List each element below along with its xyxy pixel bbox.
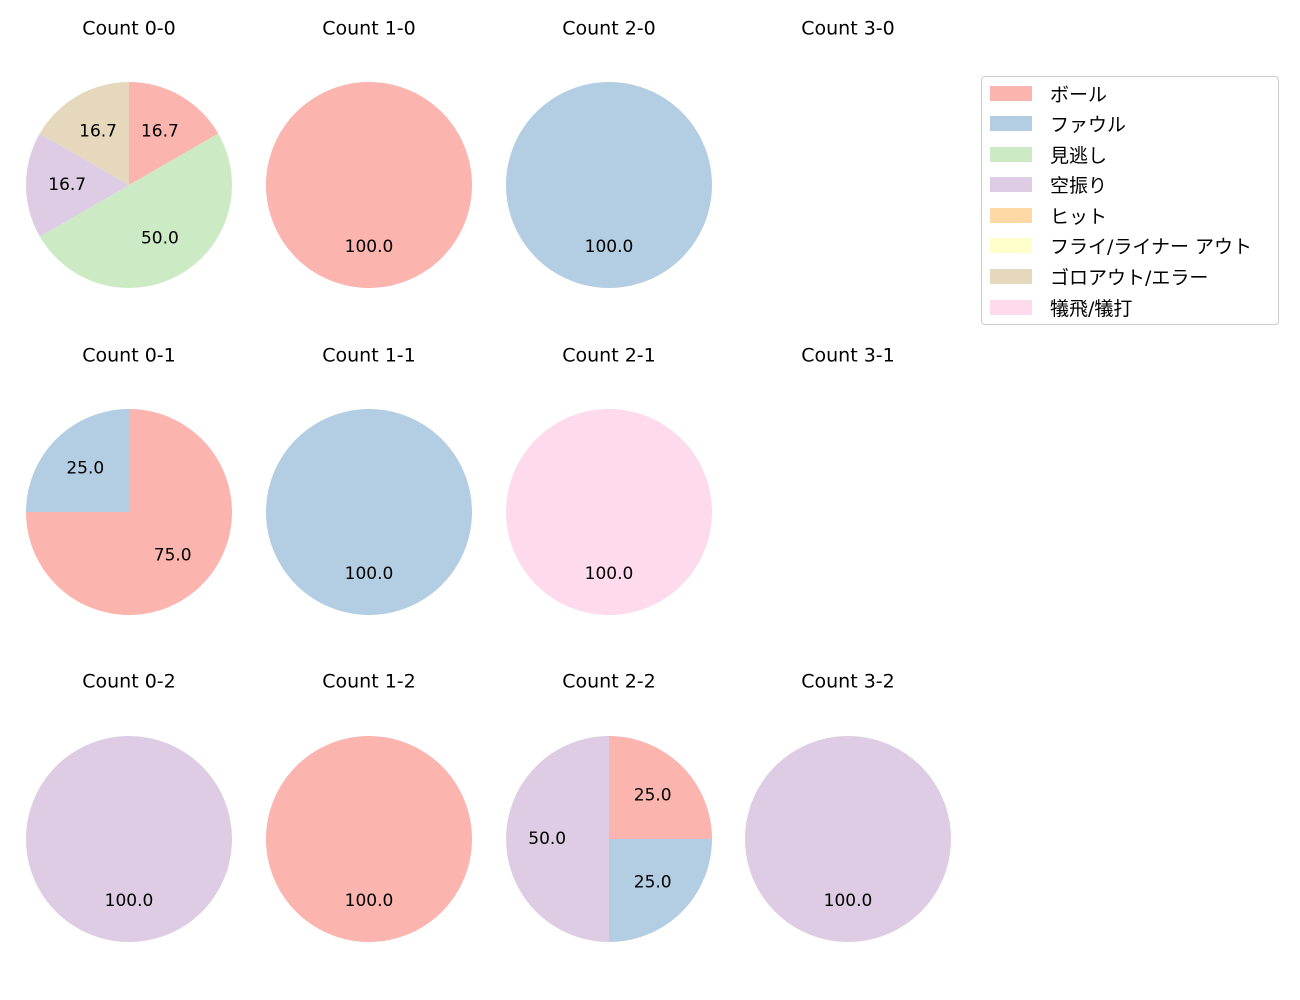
pie-slice-label: 50.0 — [528, 829, 566, 849]
pie-slice-label: 16.7 — [79, 121, 117, 141]
legend-item-ball: ボール — [990, 82, 1108, 106]
pie-count-2-1: Count 2-1 100.0 — [506, 345, 712, 615]
legend-item-swinging-strike: 空振り — [990, 173, 1108, 197]
pie-title: Count 0-2 — [82, 671, 176, 693]
legend-label: ファウル — [1050, 113, 1127, 136]
legend-label: 犠飛/犠打 — [1050, 297, 1133, 320]
legend-item-foul: ファウル — [990, 112, 1127, 136]
pie-title: Count 0-0 — [82, 18, 176, 40]
pie-slice-label: 25.0 — [66, 458, 104, 478]
legend-item-called-strike: 見逃し — [990, 143, 1108, 167]
pie-slice — [26, 736, 232, 942]
pie-slice-label: 100.0 — [824, 891, 873, 911]
pie-count-2-0: Count 2-0 100.0 — [506, 18, 712, 288]
pie-slice-label: 100.0 — [105, 891, 154, 911]
pie-slice-label: 16.7 — [48, 175, 86, 195]
pie-slice — [506, 736, 609, 942]
pie-count-3-2: Count 3-2 100.0 — [745, 671, 951, 942]
pie-slice-label: 100.0 — [345, 564, 394, 584]
pie-slice-label: 50.0 — [141, 229, 179, 249]
pie-slice — [39, 133, 232, 288]
pie-title: Count 1-0 — [322, 18, 416, 40]
pie-count-3-0: Count 3-0 — [801, 18, 895, 40]
pie-title: Count 1-2 — [322, 671, 416, 693]
pie-slice — [266, 736, 472, 942]
pie-title: Count 2-2 — [562, 671, 656, 693]
legend-label: ゴロアウト/エラー — [1050, 266, 1209, 289]
legend-swatch — [990, 85, 1032, 101]
pie-slice — [506, 409, 712, 615]
legend-item-ground-out-error: ゴロアウト/エラー — [990, 265, 1209, 289]
pie-title: Count 2-1 — [562, 345, 656, 367]
pie-slice — [26, 409, 129, 512]
legend-label: 見逃し — [1050, 144, 1108, 167]
legend-item-fly-liner-out: フライ/ライナー アウト — [990, 234, 1253, 258]
pie-title: Count 1-1 — [322, 345, 416, 367]
pie-slice-label: 100.0 — [345, 891, 394, 911]
pie-slice-label: 100.0 — [345, 237, 394, 257]
pie-slice — [745, 736, 951, 942]
legend-label: ヒット — [1050, 205, 1108, 228]
legend-swatch — [990, 115, 1032, 131]
legend-swatch — [990, 146, 1032, 162]
pie-title: Count 3-0 — [801, 18, 895, 40]
pie-count-0-1: Count 0-1 75.0 25.0 — [26, 345, 232, 615]
pie-count-0-2: Count 0-2 100.0 — [26, 671, 232, 942]
legend: ボール ファウル 見逃し 空振り ヒット フライ/ライナー アウト ゴロアウト/… — [981, 76, 1279, 325]
pie-slice-label: 100.0 — [585, 564, 634, 584]
pie-slice — [25, 133, 129, 237]
legend-item-hit: ヒット — [990, 204, 1108, 228]
legend-swatch — [990, 237, 1032, 253]
pie-title: Count 2-0 — [562, 18, 656, 40]
pie-slice-label: 100.0 — [585, 237, 634, 257]
pie-slice — [266, 82, 472, 288]
pie-slice — [609, 839, 712, 942]
pie-slice — [39, 82, 129, 185]
legend-item-sacrifice: 犠飛/犠打 — [990, 296, 1133, 320]
pie-count-0-0: Count 0-0 16.7 50.0 16.7 16.7 — [25, 18, 232, 288]
pie-slice-label: 75.0 — [154, 546, 192, 566]
pie-title: Count 3-1 — [801, 345, 895, 367]
pie-title: Count 0-1 — [82, 345, 176, 367]
legend-swatch — [990, 207, 1032, 223]
legend-swatch — [990, 268, 1032, 284]
pie-slice-label: 16.7 — [141, 121, 179, 141]
legend-swatch — [990, 299, 1032, 315]
pie-slice-label: 25.0 — [634, 873, 672, 893]
legend-label: 空振り — [1050, 174, 1108, 197]
legend-label: フライ/ライナー アウト — [1050, 235, 1253, 258]
legend-swatch — [990, 176, 1032, 192]
pie-slice-label: 25.0 — [634, 785, 672, 805]
pie-slice — [129, 82, 219, 185]
pie-count-1-0: Count 1-0 100.0 — [266, 18, 472, 288]
pie-count-1-1: Count 1-1 100.0 — [266, 345, 472, 615]
pie-count-3-1: Count 3-1 — [801, 345, 895, 367]
pie-slice — [266, 409, 472, 615]
pie-title: Count 3-2 — [801, 671, 895, 693]
legend-label: ボール — [1050, 83, 1108, 106]
pie-count-2-2: Count 2-2 25.0 25.0 50.0 — [506, 671, 712, 942]
pie-slice — [506, 82, 712, 288]
pie-count-1-2: Count 1-2 100.0 — [266, 671, 472, 942]
pie-slice — [609, 736, 712, 839]
